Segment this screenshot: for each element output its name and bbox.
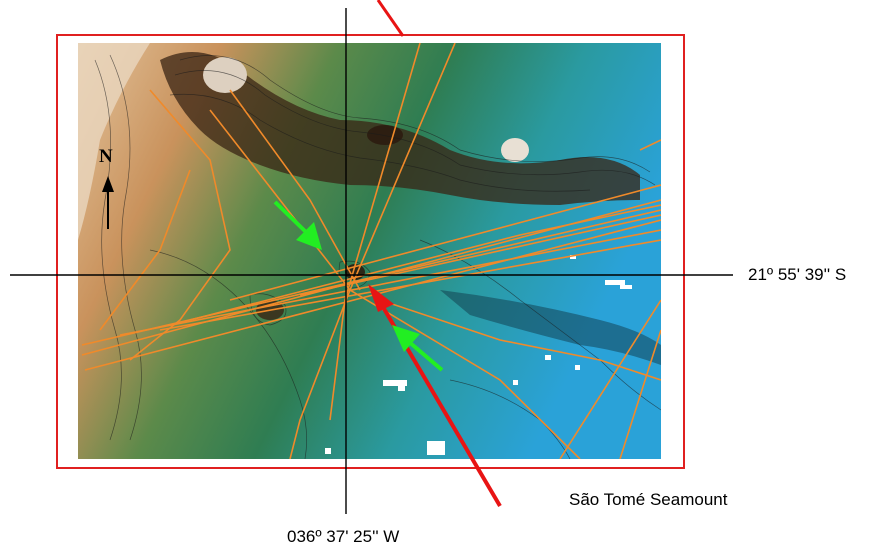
bathymetry-relief xyxy=(78,43,661,459)
north-arrow-icon xyxy=(102,176,114,229)
green-arrow-icon xyxy=(273,200,322,250)
red-pointer-top xyxy=(376,0,405,37)
seamount-label: São Tomé Seamount xyxy=(569,490,728,509)
green-arrow-icon xyxy=(392,325,444,372)
longitude-label: 036º 37' 25'' W xyxy=(287,527,400,546)
north-label: N xyxy=(99,146,113,167)
latitude-label: 21º 55' 39'' S xyxy=(748,265,847,284)
map-frame xyxy=(56,34,685,469)
ship-tracks xyxy=(81,43,661,459)
